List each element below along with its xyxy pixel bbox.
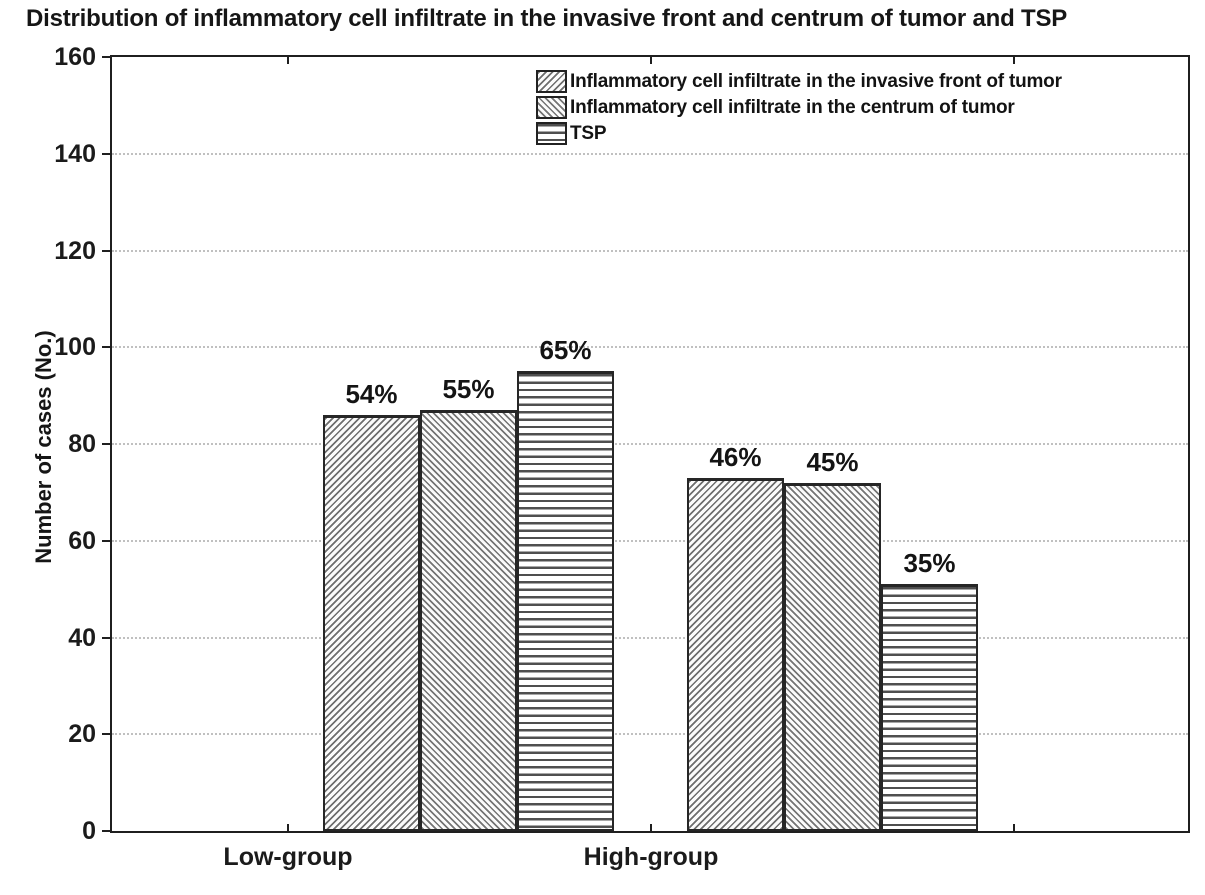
x-tick-mark-bottom-1: [650, 824, 652, 831]
y-tick-mark-40: [102, 636, 110, 639]
chart-title: Distribution of inflammatory cell infilt…: [26, 5, 1068, 32]
bar-value-label-high-group-series-2: 45%: [806, 447, 859, 477]
y-axis-title: Number of cases (No.): [31, 330, 56, 564]
legend-swatch-diagonal-down-icon: [536, 96, 567, 119]
y-tick-mark-100: [102, 346, 110, 349]
y-tick-mark-0: [102, 830, 110, 832]
y-tick-mark-60: [102, 539, 110, 542]
bar-low-group-series-2: [420, 410, 517, 831]
legend-swatch-horizontal-lines-icon: [536, 122, 567, 145]
y-tick-label-100: 100: [54, 333, 96, 362]
x-category-label-high-group: High-group: [583, 843, 719, 871]
x-tick-mark-bottom-2: [1013, 824, 1015, 831]
legend-row-3: TSP: [536, 121, 1062, 146]
legend-label-2: Inflammatory cell infiltrate in the cent…: [570, 96, 1015, 118]
legend-row-2: Inflammatory cell infiltrate in the cent…: [536, 95, 1062, 120]
bar-low-group-series-3: [517, 371, 614, 831]
legend-label-3: TSP: [570, 122, 607, 144]
bar-value-label-high-group-series-1: 46%: [709, 442, 762, 472]
bar-high-group-series-1: [687, 478, 784, 831]
bar-high-group-series-2: [784, 483, 881, 831]
y-tick-label-80: 80: [68, 430, 96, 458]
gridline-y-100: [112, 346, 1188, 349]
gridline-y-20: [112, 733, 1188, 736]
gridline-y-140: [112, 152, 1188, 155]
bar-value-label-low-group-series-3: 65%: [539, 335, 592, 365]
y-tick-label-160: 160: [54, 43, 96, 71]
bar-value-label-low-group-series-2: 55%: [442, 374, 495, 404]
y-tick-mark-140: [102, 152, 110, 155]
y-tick-label-40: 40: [68, 623, 96, 652]
legend-swatch-diagonal-up-icon: [536, 70, 567, 93]
bar-low-group-series-1: [323, 415, 420, 831]
y-tick-label-120: 120: [54, 236, 96, 265]
gridline-y-40: [112, 636, 1188, 639]
bar-high-group-series-3: [881, 584, 978, 831]
gridline-y-60: [112, 539, 1188, 542]
gridline-y-120: [112, 249, 1188, 252]
y-tick-mark-80: [102, 443, 110, 445]
y-tick-label-0: 0: [82, 817, 96, 845]
y-tick-label-20: 20: [68, 720, 96, 749]
plot-area: 54% 55% 65% 46% 45% 35%: [112, 57, 1188, 831]
x-category-label-low-group: Low-group: [223, 843, 353, 871]
y-tick-mark-160: [102, 56, 110, 58]
bar-value-label-low-group-series-1: 54%: [345, 379, 398, 409]
x-tick-mark-top-2: [1013, 57, 1015, 64]
gridline-y-80: [112, 443, 1188, 445]
legend-label-1: Inflammatory cell infiltrate in the inva…: [570, 70, 1062, 92]
legend: Inflammatory cell infiltrate in the inva…: [536, 69, 1062, 147]
y-tick-label-60: 60: [68, 526, 96, 555]
x-tick-mark-top-0: [287, 57, 289, 64]
y-tick-mark-20: [102, 733, 110, 736]
bar-value-label-high-group-series-3: 35%: [903, 548, 956, 578]
x-tick-mark-bottom-0: [287, 824, 289, 831]
y-tick-mark-120: [102, 249, 110, 252]
y-tick-label-140: 140: [54, 139, 96, 168]
legend-row-1: Inflammatory cell infiltrate in the inva…: [536, 69, 1062, 94]
x-tick-mark-top-1: [650, 57, 652, 64]
